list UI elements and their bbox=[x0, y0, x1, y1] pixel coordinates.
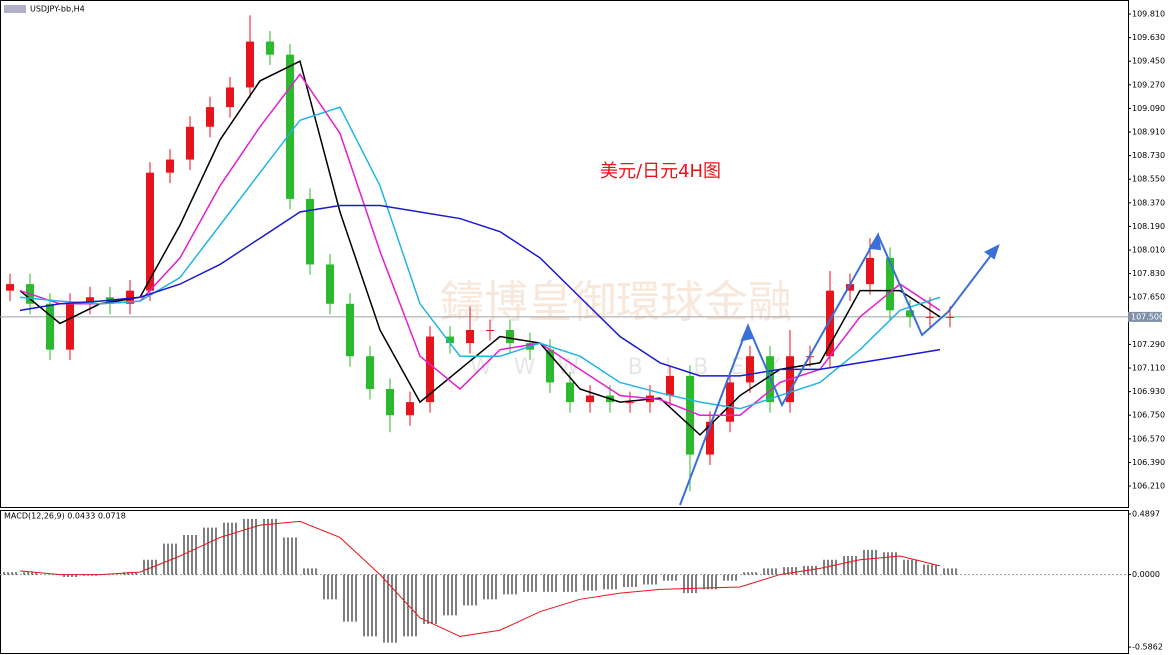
candle-body bbox=[406, 402, 414, 416]
last-price-label: 107.500 bbox=[1131, 312, 1164, 321]
candle-body bbox=[506, 330, 514, 344]
last-price-box bbox=[1128, 311, 1162, 322]
y-tick-label: 109.270 bbox=[1132, 80, 1165, 89]
candle-body bbox=[746, 356, 754, 383]
candle-body bbox=[266, 41, 274, 55]
candle-body bbox=[226, 87, 234, 108]
candle-body bbox=[486, 330, 494, 332]
candle-body bbox=[626, 402, 634, 404]
main-panel bbox=[0, 0, 1129, 508]
y-tick-label: 108.550 bbox=[1132, 175, 1165, 184]
y-tick-label: 109.810 bbox=[1132, 10, 1165, 19]
y-tick-label: 108.190 bbox=[1132, 222, 1165, 231]
candle-body bbox=[886, 257, 894, 311]
candle-body bbox=[346, 303, 354, 357]
y-tick-label: -0.5862 bbox=[1132, 643, 1163, 652]
candle-body bbox=[726, 382, 734, 422]
trend-arrows bbox=[679, 232, 1000, 506]
y-tick-label: 107.830 bbox=[1132, 269, 1165, 278]
y-tick-label: 108.730 bbox=[1132, 151, 1165, 160]
candle-body bbox=[286, 54, 294, 199]
plot-layer: 109.810 109.630 109.450 109.270 109.090 108.9… bbox=[0, 10, 1165, 652]
candle-body bbox=[206, 107, 214, 127]
y-tick-label: 109.090 bbox=[1132, 104, 1165, 113]
annotation: 美元/日元4H图 bbox=[600, 161, 721, 182]
candle-body bbox=[446, 336, 454, 344]
candle-body bbox=[926, 316, 934, 318]
moving-average bbox=[19, 73, 941, 416]
candle-body bbox=[86, 297, 94, 304]
candle-body bbox=[946, 316, 954, 318]
candle-body bbox=[566, 382, 574, 403]
candle-body bbox=[546, 349, 554, 383]
y-tick-label: 106.390 bbox=[1132, 458, 1165, 467]
y-tick-label: 106.930 bbox=[1132, 387, 1165, 396]
candle-body bbox=[846, 284, 854, 291]
candle-body bbox=[366, 356, 374, 390]
candle-body bbox=[126, 290, 134, 304]
candle-body bbox=[666, 375, 674, 396]
candle-body bbox=[466, 330, 474, 344]
candle-body bbox=[426, 336, 434, 403]
candle-body bbox=[386, 389, 394, 416]
candle-body bbox=[866, 257, 874, 285]
moving-average bbox=[19, 106, 941, 410]
candle-body bbox=[306, 198, 314, 265]
y-tick-label: 108.910 bbox=[1132, 128, 1165, 137]
candle-body bbox=[586, 395, 594, 403]
candle-body bbox=[906, 310, 914, 317]
y-tick-label: 109.630 bbox=[1132, 33, 1165, 42]
symbol-icon bbox=[4, 5, 26, 13]
moving-average bbox=[19, 60, 941, 436]
candle-body bbox=[46, 303, 54, 350]
candle-body bbox=[146, 172, 154, 291]
macd-title: MACD(12,26,9) 0.0433 0.0718 bbox=[4, 512, 126, 521]
y-tick-label: 107.650 bbox=[1132, 293, 1165, 302]
y-tick-label: 107.290 bbox=[1132, 340, 1165, 349]
moving-average bbox=[19, 204, 941, 377]
candle-body bbox=[166, 159, 174, 173]
candle-body bbox=[66, 303, 74, 350]
candle-body bbox=[326, 264, 334, 304]
candle-body bbox=[706, 421, 714, 455]
watermark: 鑄博皇御環球金融 bbox=[440, 277, 792, 328]
candle-body bbox=[186, 126, 194, 160]
y-tick-label: 108.010 bbox=[1132, 246, 1165, 255]
y-tick-label: 108.370 bbox=[1132, 198, 1165, 207]
candle-body bbox=[826, 290, 834, 357]
y-tick-label: 109.450 bbox=[1132, 57, 1165, 66]
candle-body bbox=[6, 284, 14, 291]
y-tick-label: 106.210 bbox=[1132, 482, 1165, 491]
y-tick-label: 0.0000 bbox=[1132, 570, 1160, 579]
y-tick-label: 0.4897 bbox=[1132, 509, 1160, 518]
macd-signal bbox=[19, 520, 941, 637]
candle-body bbox=[686, 375, 694, 455]
y-tick-label: 107.110 bbox=[1132, 364, 1165, 373]
candle-body bbox=[246, 41, 254, 88]
macd-panel bbox=[0, 510, 1129, 654]
y-tick-label: 106.750 bbox=[1132, 411, 1165, 420]
y-tick-label: 106.570 bbox=[1132, 434, 1165, 443]
symbol-label: USDJPY-bb,H4 bbox=[30, 5, 85, 14]
